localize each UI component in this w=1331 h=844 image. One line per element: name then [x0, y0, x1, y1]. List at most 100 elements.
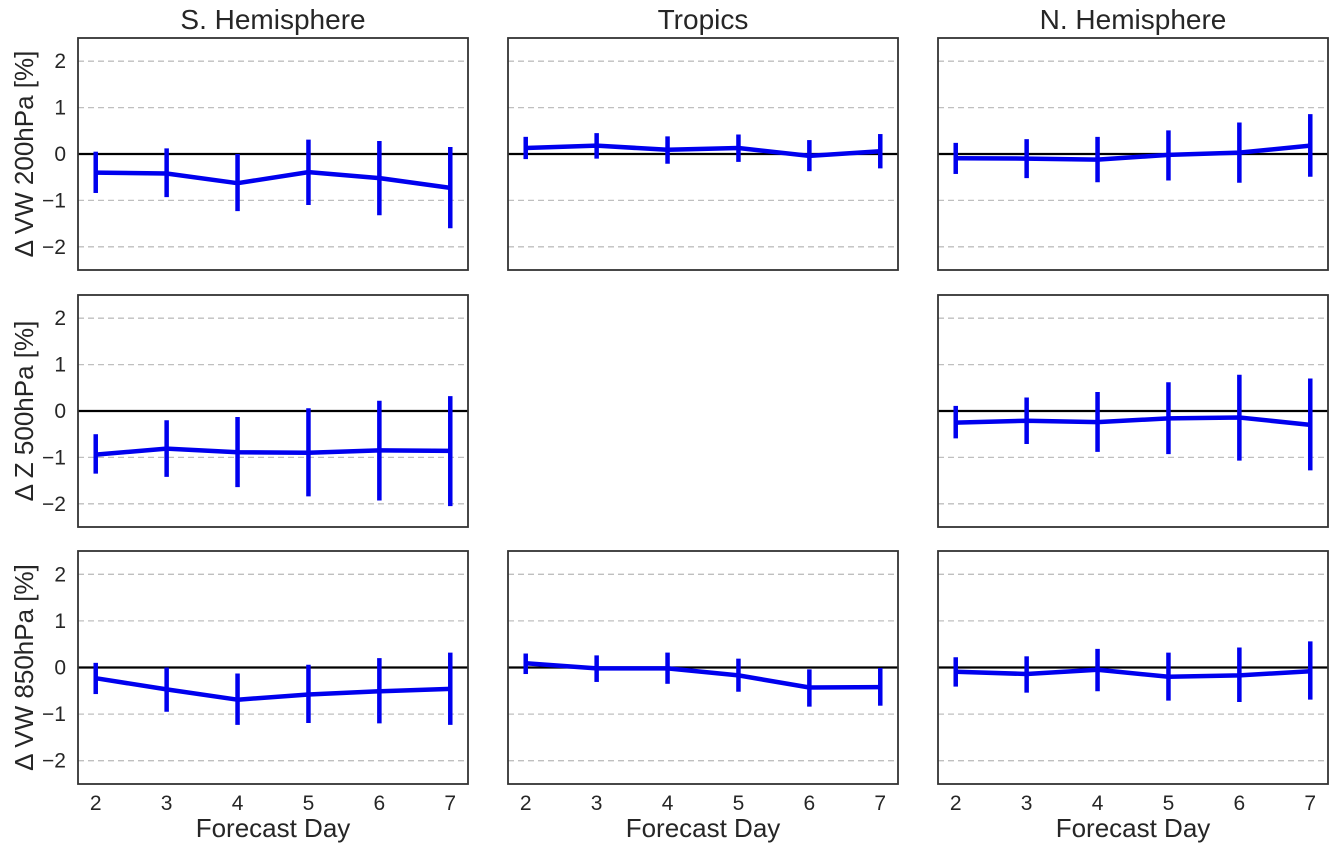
- panel-frame-r0c2: [937, 37, 1329, 271]
- data-point-r2c1-day7: [878, 684, 883, 690]
- x-tick-label-r2c2-2: 2: [950, 792, 962, 815]
- row-label-1: Δ Z 500hPa [%]: [9, 321, 39, 502]
- data-point-r0c2-day7: [1308, 143, 1313, 148]
- data-point-r0c0-day3: [164, 171, 169, 176]
- x-tick-label-r2c1-2: 2: [520, 792, 532, 815]
- x-tick-label-r2c0-4: 4: [232, 792, 244, 815]
- data-point-r2c2-day2: [953, 669, 958, 674]
- data-point-r1c0-day6: [377, 448, 382, 453]
- data-point-r2c1-day2: [523, 661, 528, 666]
- x-tick-label-r2c2-5: 5: [1163, 792, 1175, 815]
- x-tick-label-r2c0-5: 5: [303, 792, 315, 815]
- data-point-r2c2-day3: [1024, 671, 1029, 677]
- panel-r1c2: [937, 294, 1329, 528]
- column-title-2: N. Hemisphere: [1040, 4, 1227, 35]
- data-point-r2c0-day3: [164, 687, 169, 692]
- series-line-r2c1: [525, 661, 881, 690]
- series-line-r0c1: [525, 143, 881, 159]
- data-point-r2c1-day3: [594, 666, 599, 671]
- data-point-r0c1-day7: [878, 149, 883, 154]
- x-tick-label-r2c1-6: 6: [804, 792, 816, 815]
- x-tick-label-r2c1-5: 5: [733, 792, 745, 815]
- y-tick-label-r2c0-2: 2: [54, 563, 66, 586]
- series-line-r0c2: [955, 143, 1311, 162]
- data-point-r0c2-day5: [1166, 152, 1171, 158]
- data-point-r2c1-day6: [807, 685, 812, 690]
- data-point-r2c2-day4: [1095, 667, 1100, 673]
- data-point-r0c1-day5: [736, 145, 741, 151]
- panel-r2c1: 2 3 4 5 6 7 Forecast Day: [507, 550, 899, 843]
- series-line-r2c2: [955, 667, 1311, 680]
- y-tick-label-r2c0--1: −1: [42, 703, 66, 726]
- series-line-r0c0: [95, 169, 451, 191]
- panel-frame-r1c0: [77, 294, 469, 528]
- x-tick-label-r2c1-4: 4: [662, 792, 674, 815]
- x-tick-label-r2c2-6: 6: [1234, 792, 1246, 815]
- data-point-r0c2-day2: [953, 155, 958, 161]
- x-tick-label-r2c1-7: 7: [874, 792, 886, 815]
- data-point-r0c1-day2: [523, 145, 528, 151]
- y-tick-label-r0c0-1: 1: [54, 97, 66, 120]
- panel-frame-r0c1: [507, 37, 899, 271]
- x-tick-label-r2c2-7: 7: [1304, 792, 1316, 815]
- data-point-r0c2-day6: [1237, 150, 1242, 155]
- data-point-r2c0-day2: [93, 676, 98, 681]
- y-tick-label-r0c0--2: −2: [42, 236, 66, 259]
- data-point-r1c0-day7: [448, 448, 453, 454]
- x-tick-label-r2c0-7: 7: [444, 792, 456, 815]
- x-tick-label-r2c0-2: 2: [90, 792, 102, 815]
- row-label-2: Δ VW 850hPa [%]: [9, 564, 39, 771]
- data-point-r1c0-day4: [235, 450, 240, 455]
- data-point-r2c0-day4: [235, 697, 240, 702]
- x-tick-label-r2c2-3: 3: [1021, 792, 1033, 815]
- row-label-0: Δ VW 200hPa [%]: [9, 51, 39, 258]
- x-tick-label-r2c0-3: 3: [161, 792, 173, 815]
- data-point-r0c0-day5: [306, 169, 311, 175]
- y-tick-label-r1c0-1: 1: [54, 354, 66, 377]
- panel-r0c2: [937, 37, 1329, 271]
- data-point-r2c0-day6: [377, 689, 382, 694]
- data-point-r1c0-day3: [164, 446, 169, 451]
- y-tick-label-r0c0-0: 0: [54, 143, 66, 166]
- data-point-r2c1-day4: [665, 666, 670, 671]
- data-point-r0c1-day6: [807, 153, 812, 159]
- panel-r2c0: −2 −1 0 1 2 2 3 4 5 6 7 Forecast Day: [42, 550, 469, 843]
- data-point-r2c2-day7: [1308, 669, 1313, 674]
- column-title-1: Tropics: [658, 4, 749, 35]
- data-point-r2c1-day5: [736, 673, 741, 678]
- y-tick-label-r1c0--1: −1: [42, 446, 66, 469]
- data-point-r2c2-day5: [1166, 674, 1171, 680]
- x-axis-label-0: Forecast Day: [196, 813, 351, 843]
- data-point-r2c2-day6: [1237, 673, 1242, 678]
- data-point-r2c0-day5: [306, 692, 311, 697]
- data-point-r0c0-day7: [448, 185, 453, 191]
- y-tick-label-r0c0-2: 2: [54, 50, 66, 73]
- data-point-r1c2-day5: [1166, 416, 1171, 421]
- y-tick-label-r2c0-1: 1: [54, 610, 66, 633]
- data-point-r0c0-day4: [235, 181, 240, 186]
- panel-r0c0: −2 −1 0 1 2: [42, 37, 469, 271]
- panel-frame-r2c2: [937, 550, 1329, 785]
- column-title-0: S. Hemisphere: [180, 4, 365, 35]
- y-tick-label-r2c0--2: −2: [42, 750, 66, 773]
- data-point-r1c2-day2: [953, 420, 958, 425]
- data-point-r1c0-day5: [306, 450, 311, 455]
- x-tick-label-r2c0-6: 6: [374, 792, 386, 815]
- data-point-r1c2-day4: [1095, 419, 1100, 425]
- x-tick-label-r2c2-4: 4: [1092, 792, 1104, 815]
- panel-frame-r2c0: [77, 550, 469, 785]
- panel-r2c2: 2 3 4 5 6 7 Forecast Day: [937, 550, 1329, 843]
- panel-r0c1: [507, 37, 899, 271]
- data-point-r1c2-day3: [1024, 418, 1029, 423]
- data-point-r1c2-day7: [1308, 422, 1313, 428]
- data-point-r0c2-day4: [1095, 157, 1100, 162]
- data-point-r0c0-day2: [93, 170, 98, 175]
- x-axis-label-1: Forecast Day: [626, 813, 781, 843]
- panel-frame-r0c0: [77, 37, 469, 271]
- y-tick-label-r1c0--2: −2: [42, 493, 66, 516]
- panel-r1c0: −2 −1 0 1 2: [42, 294, 469, 528]
- data-point-r1c2-day6: [1237, 415, 1242, 420]
- panel-frame-r1c2: [937, 294, 1329, 528]
- data-point-r0c1-day4: [665, 147, 670, 153]
